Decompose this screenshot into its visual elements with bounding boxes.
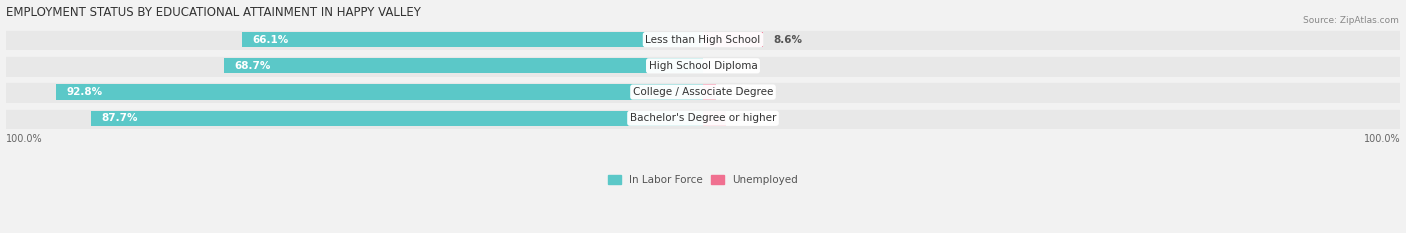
Legend: In Labor Force, Unemployed: In Labor Force, Unemployed [605,171,801,189]
Bar [703,111,725,126]
Bar [6,29,1400,50]
Text: High School Diploma: High School Diploma [648,61,758,71]
Text: Source: ZipAtlas.com: Source: ZipAtlas.com [1303,16,1399,25]
Bar [6,55,1400,77]
Bar [6,107,1400,129]
Bar [224,58,703,73]
Bar [242,32,703,47]
Text: 3.3%: 3.3% [737,113,765,123]
Text: 1.9%: 1.9% [727,87,755,97]
Text: College / Associate Degree: College / Associate Degree [633,87,773,97]
Text: 68.7%: 68.7% [235,61,271,71]
Text: 92.8%: 92.8% [66,87,103,97]
Bar [703,32,763,47]
Bar [703,84,716,100]
Text: 8.6%: 8.6% [773,35,803,45]
Text: Bachelor's Degree or higher: Bachelor's Degree or higher [630,113,776,123]
Text: 0.0%: 0.0% [713,61,742,71]
Text: EMPLOYMENT STATUS BY EDUCATIONAL ATTAINMENT IN HAPPY VALLEY: EMPLOYMENT STATUS BY EDUCATIONAL ATTAINM… [6,6,420,19]
Text: 66.1%: 66.1% [253,35,288,45]
Bar [56,84,703,100]
Bar [91,111,703,126]
Text: 100.0%: 100.0% [6,134,42,144]
Text: 100.0%: 100.0% [1364,134,1400,144]
Bar [6,81,1400,103]
Text: 87.7%: 87.7% [101,113,138,123]
Text: Less than High School: Less than High School [645,35,761,45]
